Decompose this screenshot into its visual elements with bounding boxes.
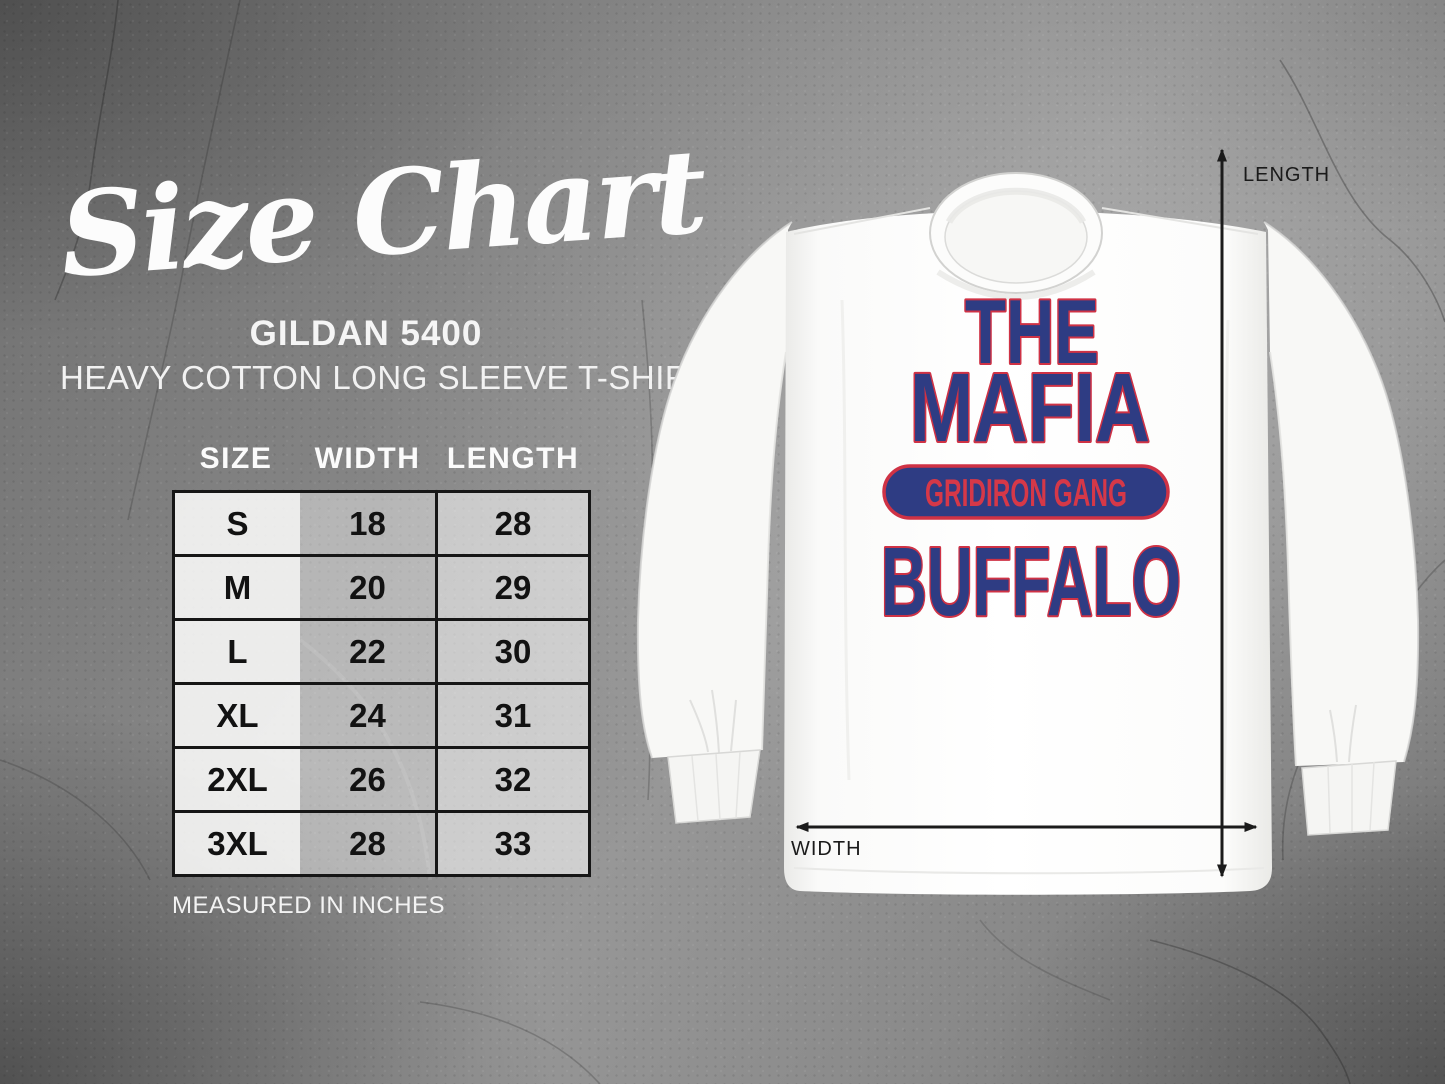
right-cuff-ribs [1327, 761, 1375, 834]
gridiron-badge [882, 464, 1170, 520]
cell-size: 2XL [175, 749, 300, 810]
cell-size: S [175, 493, 300, 554]
right-cuff [1301, 760, 1397, 836]
column-header-size: SIZE [199, 442, 273, 475]
left-sleeve [636, 221, 793, 759]
table-row: L 22 30 [175, 618, 588, 682]
size-chart-panel: Size Chart GILDAN 5400 HEAVY COTTON LONG… [56, 0, 710, 1084]
cell-length: 28 [435, 493, 588, 554]
design-line-mafia: MAFIA [910, 353, 1150, 462]
cell-length: 32 [435, 749, 588, 810]
cell-width: 20 [300, 557, 435, 618]
right-sleeve [1263, 221, 1420, 767]
cell-width: 18 [300, 493, 435, 554]
badge-text: GRIDIRON GANG [925, 472, 1127, 515]
product-description: HEAVY COTTON LONG SLEEVE T-SHIRT [60, 359, 710, 396]
table-row: 3XL 28 33 [175, 810, 588, 874]
cell-size: L [175, 621, 300, 682]
collar [929, 172, 1103, 300]
shirt-design: THE MAFIA GRIDIRON GANG BUFFALO [879, 280, 1183, 638]
column-header-length: LENGTH [446, 442, 580, 475]
cell-size: XL [175, 685, 300, 746]
table-row: M 20 29 [175, 554, 588, 618]
table-header-row: SIZE WIDTH LENGTH [172, 442, 591, 476]
length-label: LENGTH [1243, 164, 1330, 186]
cell-width: 22 [300, 621, 435, 682]
size-table: S 18 28 M 20 29 L 22 30 XL 24 31 2XL 26 [172, 490, 591, 877]
cell-length: 29 [435, 557, 588, 618]
design-line-the: THE [965, 282, 1099, 383]
column-header-width: WIDTH [314, 442, 421, 475]
left-cuff-ribs [691, 751, 741, 822]
cell-size: M [175, 557, 300, 618]
left-cuff [667, 749, 761, 824]
measurement-note: MEASURED IN INCHES [172, 892, 446, 919]
cell-length: 30 [435, 621, 588, 682]
cell-width: 28 [300, 813, 435, 874]
width-label: WIDTH [791, 838, 862, 860]
cell-length: 31 [435, 685, 588, 746]
cell-length: 33 [435, 813, 588, 874]
cell-width: 24 [300, 685, 435, 746]
product-name: GILDAN 5400 [249, 314, 483, 353]
cell-size: 3XL [175, 813, 300, 874]
table-row: 2XL 26 32 [175, 746, 588, 810]
design-line-buffalo: BUFFALO [881, 527, 1181, 636]
table-row: S 18 28 [175, 493, 588, 554]
cell-width: 26 [300, 749, 435, 810]
table-row: XL 24 31 [175, 682, 588, 746]
measurement-arrows: LENGTH WIDTH [791, 148, 1330, 878]
